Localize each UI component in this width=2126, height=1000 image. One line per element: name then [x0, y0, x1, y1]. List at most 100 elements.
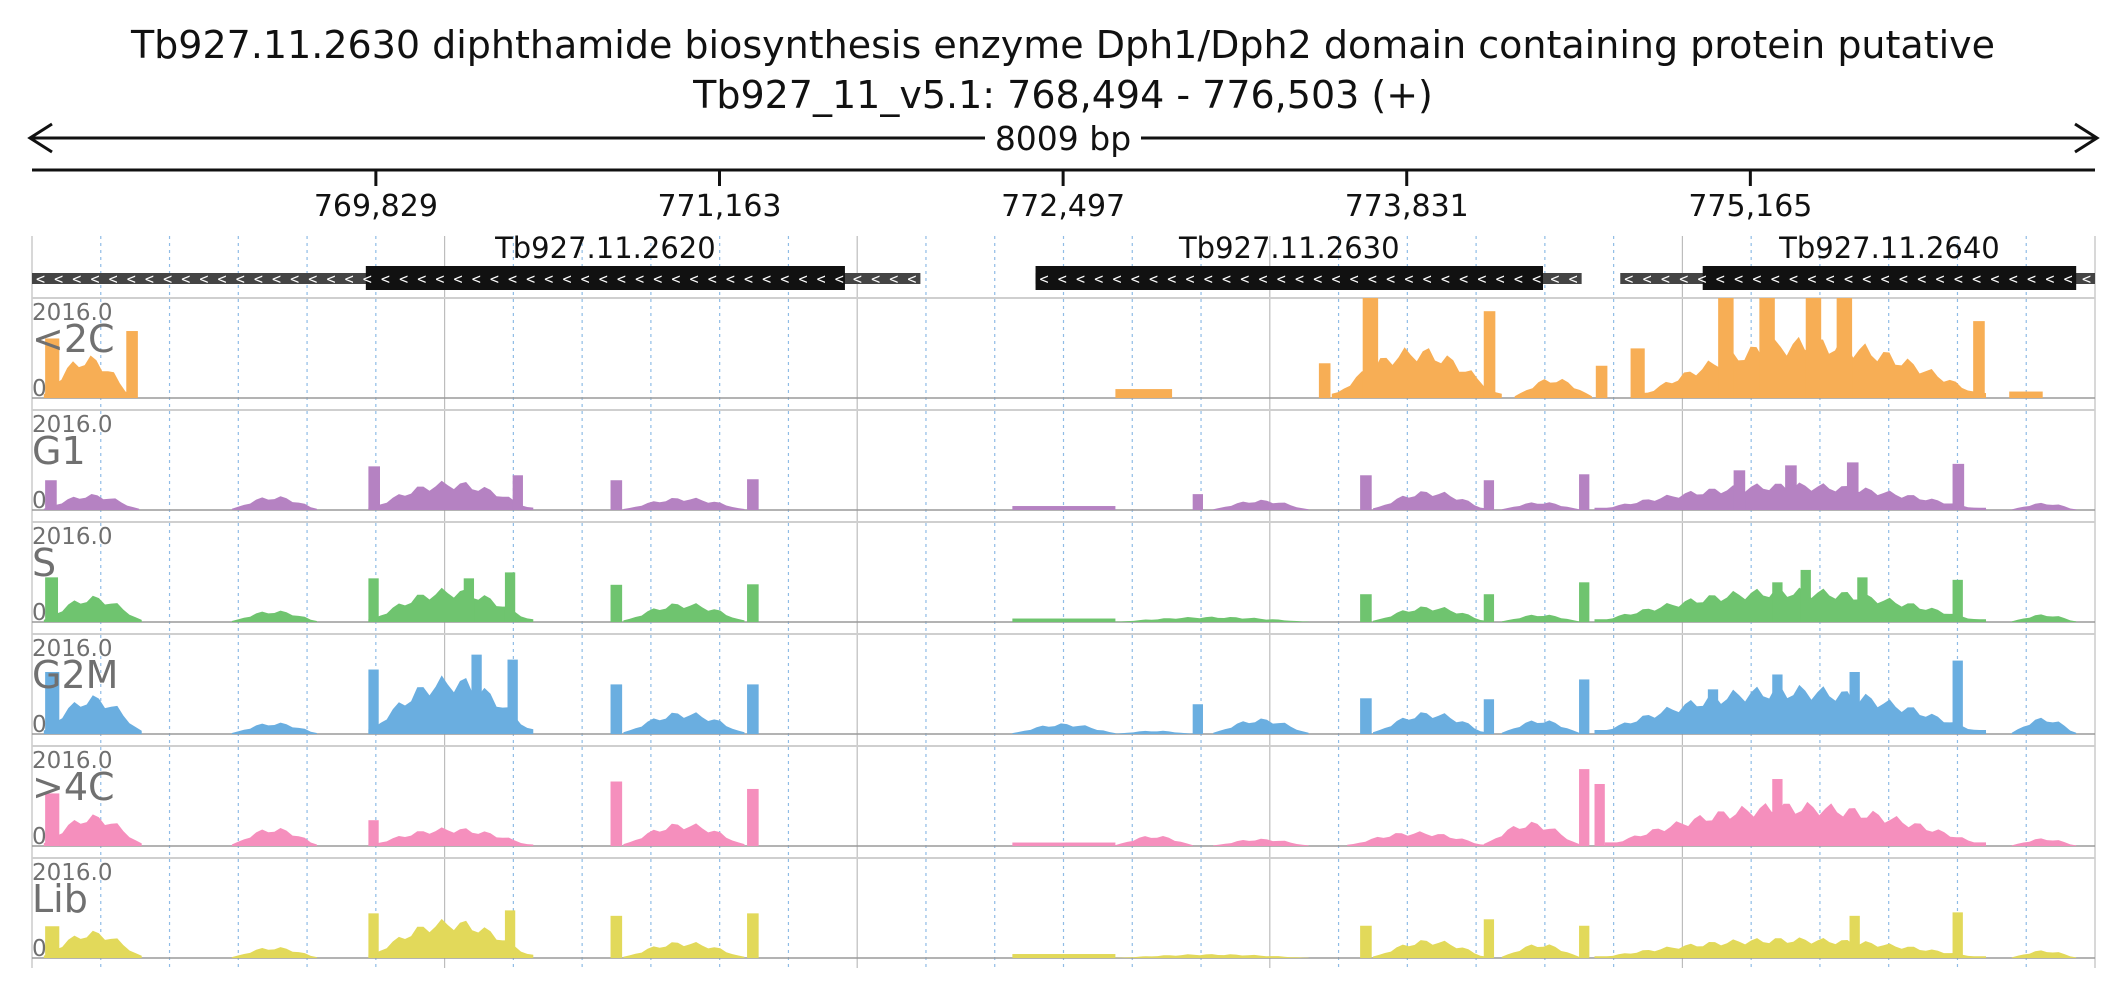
- coverage-bar: [1483, 919, 1495, 958]
- coverage-bar: [1483, 594, 1495, 622]
- track-name: <2C: [32, 317, 115, 361]
- track-max-label: 2016.0: [32, 524, 112, 550]
- coverage-bar: [1483, 480, 1495, 510]
- coverage-area: [2011, 502, 2077, 510]
- span-ruler: 8009 bp: [27, 119, 2100, 158]
- coverage-bar: [610, 684, 623, 734]
- coverage-bar: [504, 572, 516, 622]
- coverage-bar: [610, 915, 623, 958]
- coverage-bar: [507, 659, 518, 734]
- tick-label: 772,497: [1001, 189, 1125, 224]
- coverage-bar: [471, 654, 482, 734]
- track-max-label: 2016.0: [32, 860, 112, 886]
- coverage-bar: [1483, 699, 1495, 734]
- coverage-bar: [1318, 363, 1331, 398]
- coverage-bar: [1846, 462, 1859, 510]
- coverage-area: [368, 480, 534, 510]
- coordinate-axis: 769,829 771,163 772,497 773,831 775,165: [32, 168, 2095, 224]
- coverage-bar: [45, 793, 60, 846]
- coverage-bar: [1857, 577, 1868, 622]
- coverage-bar: [1360, 698, 1372, 734]
- coverage-area: [2011, 950, 2077, 958]
- coverage-bar: [1952, 579, 1963, 622]
- coverage-area: [43, 494, 140, 510]
- track-min-label: 0: [32, 600, 47, 626]
- coverage-bar: [512, 475, 523, 510]
- coverage-area: [1594, 937, 1987, 958]
- track-name: Lib: [32, 877, 88, 921]
- coverage-area: [43, 695, 142, 734]
- coverage-track-2: 2016.0S 0: [32, 521, 2095, 626]
- coverage-area: [1347, 831, 1487, 846]
- span-arrow-right-icon: [2074, 122, 2100, 154]
- coverage-area: [43, 355, 132, 398]
- coverage-area: [623, 603, 745, 622]
- coverage-area: [1115, 616, 1309, 622]
- coverage-bar: [1594, 783, 1605, 846]
- coverage-area: [2011, 838, 2077, 846]
- coverage-bar: [45, 480, 57, 510]
- coverage-bar: [610, 480, 623, 510]
- coverage-bar: [1579, 769, 1590, 846]
- coverage-area: [1213, 499, 1309, 510]
- coverage-area: [368, 918, 534, 958]
- coverage-bar: [126, 331, 138, 398]
- coverage-bar: [368, 578, 379, 622]
- axis-ticks: 769,829 771,163 772,497 773,831 775,165: [314, 170, 1812, 224]
- coverage-bar: [747, 788, 759, 846]
- coverage-bar: [1579, 582, 1590, 622]
- coverage-area: [1331, 347, 1502, 398]
- coverage-area: [1115, 836, 1193, 846]
- coverage-area: [1514, 378, 1592, 398]
- coverage-bar: [1772, 674, 1783, 734]
- coverage-bar: [45, 926, 60, 958]
- region-label: Tb927_11_v5.1: 768,494 - 776,503 (+): [692, 73, 1433, 117]
- coverage-area: [1213, 718, 1309, 734]
- coverage-bar: [610, 584, 623, 622]
- coverage-area: [368, 675, 534, 734]
- coverage-tracks: 2016.0<2C02016.0G102016.0S02016.0G2M0201…: [32, 297, 2095, 962]
- coverage-bar: [368, 913, 379, 958]
- coverage-bar: [1360, 475, 1372, 510]
- coverage-bar: [1192, 494, 1203, 510]
- coverage-bar: [1362, 298, 1379, 398]
- track-min-label: 0: [32, 376, 47, 402]
- coverage-area: [231, 610, 317, 622]
- coverage-area: [231, 722, 317, 734]
- strand-arrows-icon: <<<<<<<<<<<<<<<<<<<<<<<<<<<<<<<<<<<<<<<<…: [36, 270, 916, 288]
- coverage-bar: [1952, 660, 1963, 734]
- coverage-area: [1115, 730, 1193, 734]
- coverage-bar: [1579, 474, 1590, 510]
- span-label: 8009 bp: [995, 119, 1131, 158]
- track-name: S: [32, 541, 56, 585]
- coverage-area: [368, 827, 534, 846]
- coverage-area: [231, 947, 317, 958]
- coverage-track-0: 2016.0<2C 0: [32, 297, 2095, 402]
- tick-label: 769,829: [314, 189, 438, 224]
- coverage-area: [2011, 717, 2077, 734]
- coverage-area: [1012, 618, 1116, 622]
- coverage-area: [1012, 842, 1116, 846]
- gene-label: Tb927.11.2620: [494, 231, 716, 265]
- coverage-bar: [45, 577, 59, 622]
- coverage-bar: [1360, 594, 1372, 622]
- coverage-area: [1115, 954, 1309, 958]
- tick-label: 771,163: [657, 189, 781, 224]
- coverage-area: [1012, 723, 1116, 734]
- coverage-track-1: 2016.0G1 0: [32, 409, 2095, 514]
- coverage-area: [231, 828, 317, 846]
- coverage-bar: [1718, 298, 1734, 398]
- coverage-area: [1115, 389, 1173, 398]
- coverage-bar: [368, 669, 379, 734]
- track-min-label: 0: [32, 488, 47, 514]
- coverage-bar: [1973, 321, 1985, 398]
- track-name: G2M: [32, 653, 118, 697]
- coverage-area: [1372, 712, 1487, 734]
- track-max-label: 2016.0: [32, 636, 112, 662]
- span-arrow-left-icon: [27, 122, 53, 154]
- coverage-bar: [747, 584, 759, 622]
- track-min-label: 0: [32, 936, 47, 962]
- coverage-bar: [1849, 671, 1860, 734]
- coverage-bar: [1579, 679, 1590, 734]
- coverage-bar: [1849, 915, 1860, 958]
